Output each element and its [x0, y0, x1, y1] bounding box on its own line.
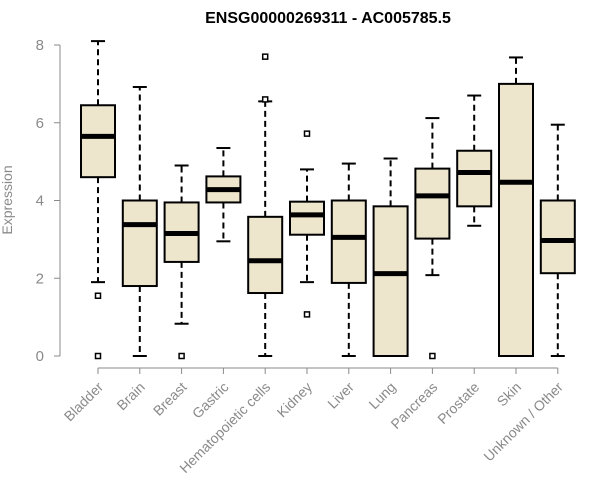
- x-tick-label: Skin: [494, 379, 525, 410]
- outlier-point: [303, 130, 311, 137]
- box-liver: [330, 162, 367, 357]
- outlier-point: [94, 352, 102, 360]
- box-bladder: [80, 40, 116, 360]
- x-tick-label: Kidney: [274, 379, 316, 421]
- y-tick-label: 0: [36, 348, 44, 365]
- y-axis-label: Expression: [0, 165, 15, 234]
- y-tick-label: 2: [36, 270, 44, 287]
- box-kidney: [289, 130, 325, 318]
- y-axis: 0 2 4 6 8: [36, 37, 61, 365]
- x-tick-label: Bladder: [61, 379, 107, 425]
- iqr-box: [498, 82, 534, 357]
- chart-title: ENSG00000269311 - AC005785.5: [205, 10, 451, 27]
- box-lung: [372, 157, 409, 357]
- box-unknown-other: [539, 123, 576, 357]
- iqr-box: [80, 104, 116, 179]
- y-tick-label: 4: [36, 193, 44, 210]
- outlier-point: [303, 311, 311, 318]
- x-tick-label: Breast: [150, 379, 190, 419]
- iqr-box: [330, 199, 367, 284]
- iqr-box: [539, 199, 576, 275]
- box-skin: [498, 56, 534, 357]
- iqr-box: [456, 149, 493, 208]
- iqr-box: [247, 215, 284, 295]
- outlier-point: [178, 352, 185, 360]
- box-gastric: [205, 147, 242, 243]
- box-hematopoietic-cells: [247, 53, 284, 357]
- outlier-point: [429, 352, 436, 360]
- boxes-group: [80, 40, 576, 360]
- x-tick-label: Brain: [113, 379, 147, 413]
- box-breast: [163, 164, 200, 360]
- y-tick-label: 8: [36, 37, 44, 54]
- box-brain: [121, 85, 158, 357]
- iqr-box: [372, 205, 409, 357]
- x-tick-label: Lung: [365, 379, 398, 412]
- x-tick-label: Liver: [324, 379, 357, 412]
- x-tick-label: Prostate: [434, 379, 482, 427]
- iqr-box: [414, 167, 451, 240]
- x-tick-label: Unknown / Other: [480, 379, 566, 465]
- box-pancreas: [414, 117, 451, 360]
- outlier-point: [261, 53, 269, 60]
- outlier-point: [261, 96, 269, 103]
- iqr-box: [289, 200, 325, 236]
- iqr-box: [121, 199, 158, 288]
- outlier-point: [94, 292, 102, 299]
- y-tick-label: 6: [36, 115, 44, 132]
- box-prostate: [456, 94, 493, 227]
